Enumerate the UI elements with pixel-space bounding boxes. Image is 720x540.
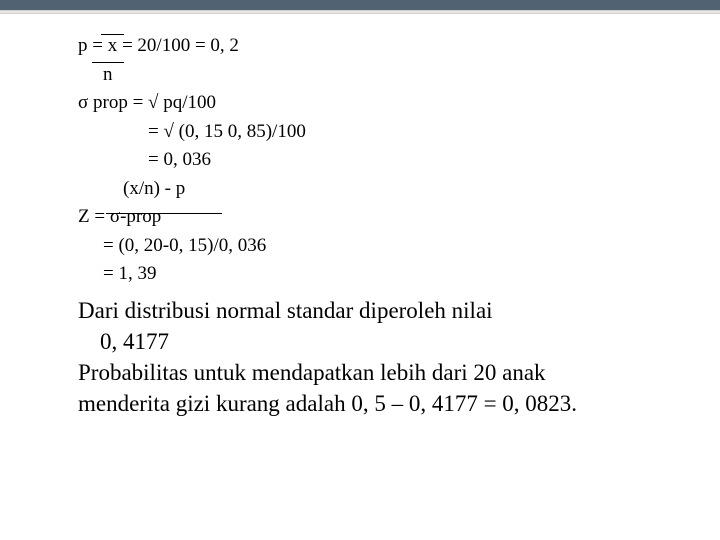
x-overline: x (108, 32, 118, 61)
calculation-block: p = x = 20/100 = 0, 2 n σ prop = √ pq/10… (78, 32, 680, 289)
calc-line-6: (x/n) - p (78, 175, 680, 204)
calc-line-3: σ prop = √ pq/100 (78, 89, 680, 118)
calc-text: p = (78, 35, 108, 56)
calc-text: = 20/100 = 0, 2 (117, 35, 239, 56)
sigma-prop-strike: σ-prop (110, 203, 161, 232)
explain-line-3: Probabilitas untuk mendapatkan lebih dar… (78, 357, 680, 388)
calc-line-2: n (78, 61, 680, 90)
explain-line-2: 0, 4177 (78, 326, 680, 357)
calc-line-7: Z = σ-prop (78, 203, 680, 232)
explanation-block: Dari distribusi normal standar diperoleh… (78, 295, 680, 419)
slide-content: p = x = 20/100 = 0, 2 n σ prop = √ pq/10… (0, 14, 720, 419)
calc-line-1: p = x = 20/100 = 0, 2 (78, 32, 680, 61)
calc-text: Z = (78, 206, 110, 227)
calc-line-4: = √ (0, 15 0, 85)/100 (78, 118, 680, 147)
calc-line-5: = 0, 036 (78, 146, 680, 175)
n-overline: n (103, 61, 113, 90)
slide-top-bar (0, 0, 720, 10)
explain-line-1: Dari distribusi normal standar diperoleh… (78, 295, 680, 326)
explain-line-4: menderita gizi kurang adalah 0, 5 – 0, 4… (78, 388, 680, 419)
calc-line-9: = 1, 39 (78, 260, 680, 289)
calc-line-8: = (0, 20-0, 15)/0, 036 (78, 232, 680, 261)
